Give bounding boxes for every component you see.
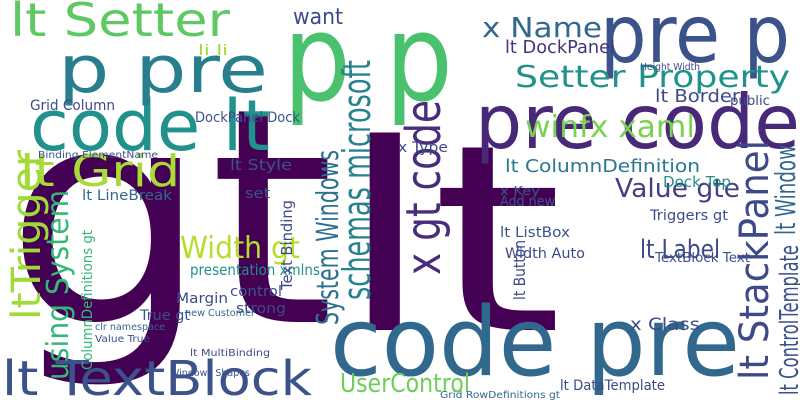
word: Value gte <box>615 174 740 204</box>
word: ColumnDefinitions gt <box>80 230 96 370</box>
word: control <box>230 284 282 300</box>
word: x Key <box>500 184 540 198</box>
word: clr namespace <box>95 322 165 333</box>
word: TextBlock Text <box>654 251 750 266</box>
word: winfx xaml <box>525 110 695 145</box>
word: p p <box>283 0 453 129</box>
word: public <box>730 94 770 109</box>
word: lt <box>338 90 563 392</box>
word: lt DockPanel <box>505 37 615 58</box>
word: lt Label <box>640 235 720 265</box>
word: Width Auto <box>505 246 585 262</box>
word: True gt <box>139 308 191 324</box>
word: lt Style <box>230 156 292 174</box>
word: lt Border <box>655 86 741 107</box>
word: li li <box>198 43 228 59</box>
word: ltTrigger <box>4 149 50 320</box>
word: Margin <box>176 291 228 307</box>
word: pre code <box>475 78 800 166</box>
word: set <box>245 186 271 202</box>
word: lt Grid <box>20 146 180 197</box>
word: lt TextBlock <box>2 351 312 400</box>
word: Add new <box>500 194 555 210</box>
word: Binding ElementName <box>38 150 158 161</box>
word: Grid Column <box>30 98 115 114</box>
word: using System <box>41 190 76 380</box>
word: presentation xmlns <box>190 261 320 279</box>
word: lt Button <box>510 240 529 300</box>
word: x Type <box>398 140 448 156</box>
word: x gt code <box>396 100 452 275</box>
word: Height Width <box>640 62 700 73</box>
word: lt Setter <box>10 0 230 47</box>
word: Windows Shapes <box>170 368 250 379</box>
word: Triggers gt <box>649 208 729 224</box>
word: Setter Property <box>515 60 790 95</box>
word: Text Binding <box>278 200 296 291</box>
word: schemas microsoft <box>335 60 379 300</box>
word: lt DataTemplate <box>560 378 665 394</box>
word: p pre <box>58 33 268 108</box>
word: lt ColumnDefinition <box>505 156 700 177</box>
word: pre p <box>600 0 790 81</box>
word: UserControl <box>340 369 470 399</box>
word: DockPanel Dock <box>195 110 301 126</box>
word: lt StackPanel <box>732 140 778 380</box>
word: new Customer <box>185 308 256 319</box>
word: Grid RowDefinitions gt <box>440 390 560 400</box>
word: lt LineBreak <box>82 188 173 204</box>
word: lt ControlTemplate <box>775 245 800 395</box>
word: code pre <box>330 288 740 398</box>
word: x Class <box>630 315 700 335</box>
word: lt MultiBinding <box>190 348 270 359</box>
word: Value True <box>95 334 150 345</box>
word: lt Window <box>769 145 800 235</box>
word: lt ListBox <box>500 225 570 241</box>
word: gt <box>5 44 335 393</box>
word: code lt <box>30 85 270 167</box>
word: Dock Top <box>663 173 731 191</box>
word: System Windows <box>311 150 346 325</box>
word: want <box>293 5 343 30</box>
word: x Name <box>482 11 602 44</box>
word: strong <box>236 301 286 317</box>
word: Width gt <box>180 231 300 266</box>
